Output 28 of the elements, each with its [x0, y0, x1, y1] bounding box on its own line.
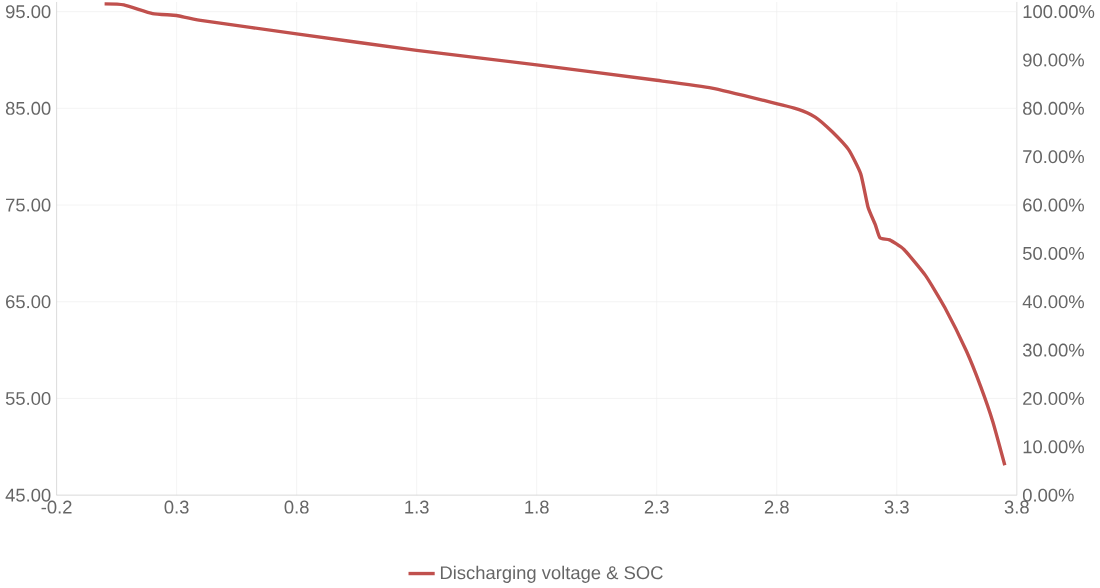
y-tick-label: 55.00	[5, 392, 51, 406]
x-tick-label: 1.3	[405, 500, 429, 514]
x-tick-label: 2.3	[644, 500, 669, 514]
x-tick-label: 3.8	[1004, 500, 1029, 514]
x-tick-label: 0.3	[164, 500, 189, 514]
x-tick-label: 0.8	[284, 500, 309, 514]
y2-tick-label: 80.00%	[1023, 102, 1084, 116]
y2-tick-label: 20.00%	[1023, 392, 1084, 406]
y2-tick-label: 40.00%	[1022, 295, 1084, 309]
y2-tick-label: 70.00%	[1023, 150, 1084, 164]
x-tick-label: 2.8	[764, 500, 789, 514]
x-tick-label: 1.8	[525, 500, 549, 514]
y-tick-label: 65.00	[6, 295, 51, 309]
y2-tick-label: 10.00%	[1023, 440, 1084, 454]
y-tick-label: 85.00	[5, 102, 51, 116]
y2-tick-label: 50.00%	[1022, 247, 1084, 261]
y-tick-label: 95.00	[5, 5, 51, 19]
legend-label: Discharging voltage & SOC	[440, 565, 663, 584]
y2-tick-label: 30.00%	[1022, 343, 1084, 357]
y2-tick-label: 100.00%	[1023, 5, 1095, 19]
y2-tick-label: 90.00%	[1023, 53, 1084, 67]
line-series	[102, 2, 1007, 468]
y2-tick-label: 0.00%	[1022, 488, 1074, 502]
x-tick-label: -0.2	[41, 500, 72, 514]
y-tick-label: 75.00	[6, 198, 51, 212]
y2-tick-label: 60.00%	[1023, 198, 1084, 212]
y-tick-label: 45.00	[5, 488, 51, 502]
x-tick-label: 3.3	[884, 500, 909, 514]
